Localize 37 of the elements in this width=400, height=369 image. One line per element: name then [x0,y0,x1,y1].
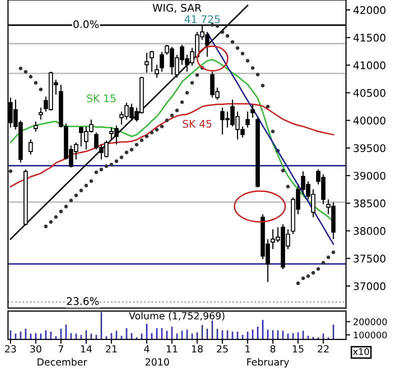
x-tick-label: 21 [106,345,117,352]
y-tick-label: 38000 [354,227,386,235]
text: December [38,358,88,366]
y-tick-label: 41500 [353,34,386,42]
chart-title: Volume (1,752,969) [128,312,224,321]
series-label: SK 45 [182,120,212,128]
x-tick-label: 14 [81,345,92,352]
x-tick-label: 23 [5,345,16,353]
x-tick-label: 1 [246,345,250,352]
y-tick-label: 39500 [354,144,386,152]
annotation: 41 725 [184,15,220,24]
text: x10 [353,348,369,355]
y-tick-label: 38500 [354,199,386,208]
y-tick-label: 100000 [354,332,387,338]
x-tick-label: 8 [270,345,276,353]
text: 2010 [146,358,169,366]
x-tick-label: 11 [166,345,178,352]
y-tick-label: 200000 [354,318,387,326]
x-tick-label: 18 [192,345,203,353]
y-tick-label: 40000 [353,116,386,124]
y-tick-label: 37500 [354,254,386,263]
annotation: 23.6% [66,297,99,306]
y-tick-label: 37000 [354,282,386,290]
y-tick-label: 40500 [353,88,386,97]
x-tick-label: 25 [216,345,228,353]
y-tick-label: 42000 [353,6,386,14]
text: February [247,358,290,368]
x-tick-label: 4 [144,345,150,352]
y-tick-label: 39000 [354,172,386,180]
annotation: 0.0% [73,20,99,28]
text: SK 15 [87,94,116,102]
chart-title: WIG, SAR [152,4,202,13]
x-tick-label: 7 [58,345,64,352]
x-tick-label: 30 [30,345,42,353]
x-tick-label: 22 [318,345,329,352]
x-tick-label: 15 [292,345,304,353]
y-tick-label: 41000 [353,61,386,70]
